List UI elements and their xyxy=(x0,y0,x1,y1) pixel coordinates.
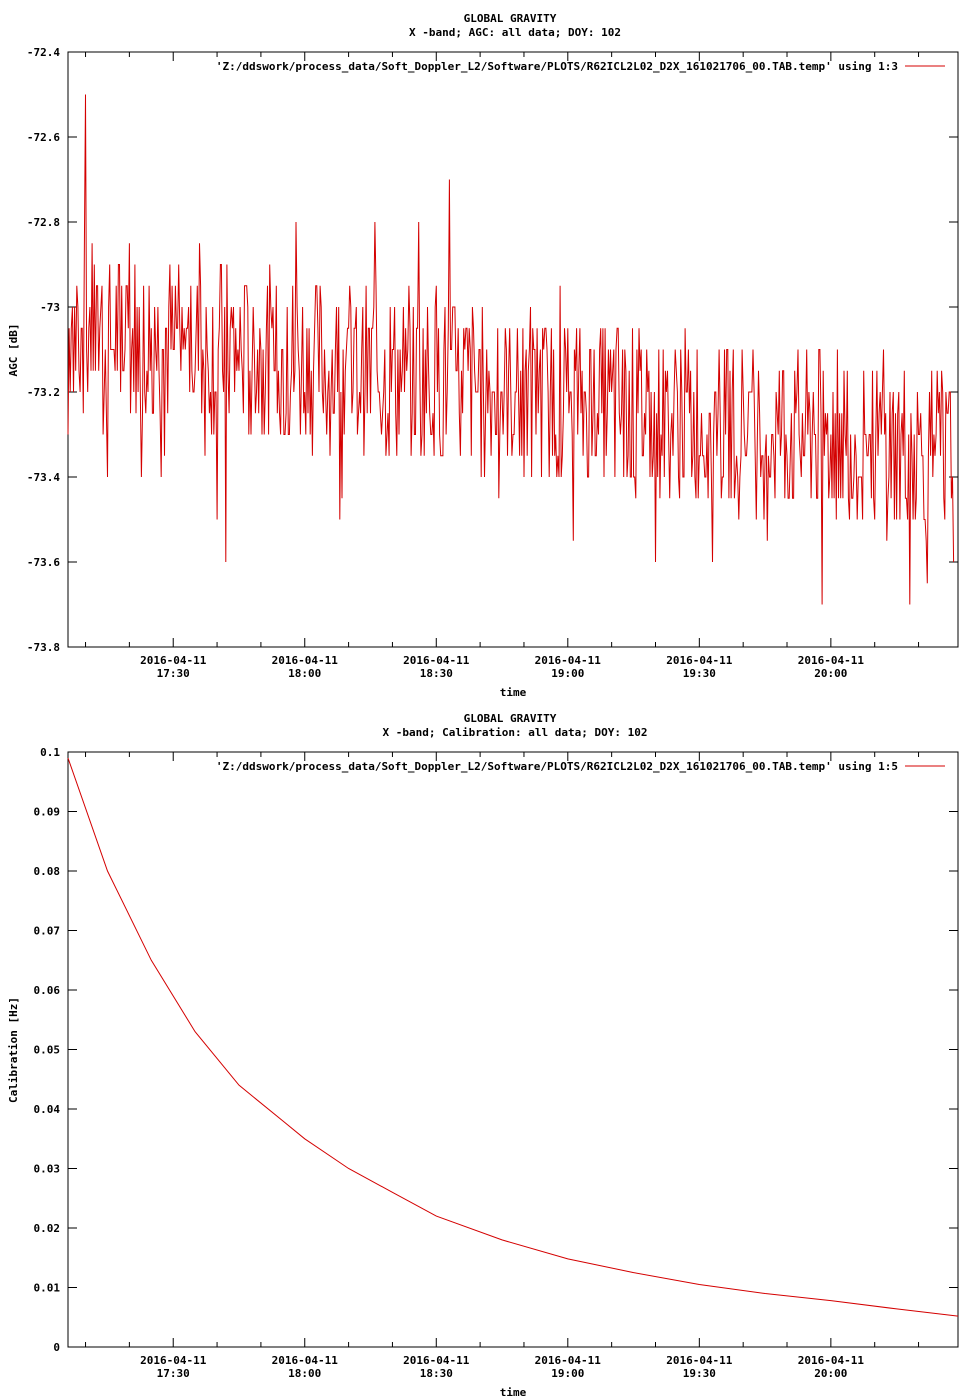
chart-title: GLOBAL GRAVITY xyxy=(464,12,557,25)
chart-subtitle: X -band; AGC: all data; DOY: 102 xyxy=(409,26,621,39)
y-tick-label: -73.2 xyxy=(27,386,60,399)
x-tick-date-label: 2016-04-11 xyxy=(798,1354,865,1367)
x-tick-time-label: 19:30 xyxy=(683,667,716,680)
y-axis-ticks: 0.1 0.09 0.08 0.07 0.06 0.05 0.04 0.03 0.02 0.01 0 xyxy=(34,746,958,1354)
x-tick-date-label: 2016-04-11 xyxy=(798,654,865,667)
plot-area xyxy=(67,751,959,1348)
y-axis-label: AGC [dB] xyxy=(7,324,20,377)
y-axis-label: Calibration [Hz] xyxy=(7,997,20,1103)
y-tick-label: 0.07 xyxy=(34,925,61,938)
series-line xyxy=(67,94,955,605)
y-tick-label: -73.4 xyxy=(27,471,60,484)
y-tick-label: 0.01 xyxy=(34,1282,61,1295)
x-tick-date-label: 2016-04-11 xyxy=(535,1354,602,1367)
y-tick-label: -73.8 xyxy=(27,641,60,654)
x-tick-time-label: 17:30 xyxy=(157,1367,190,1380)
x-axis-label: time xyxy=(500,686,527,699)
y-tick-label: 0.04 xyxy=(34,1103,61,1116)
x-tick-time-label: 20:00 xyxy=(814,1367,847,1380)
chart-subtitle: X -band; Calibration: all data; DOY: 102 xyxy=(383,726,648,739)
y-tick-label: -73.6 xyxy=(27,556,60,569)
agc-chart: GLOBAL GRAVITY X -band; AGC: all data; D… xyxy=(7,12,959,699)
x-tick-time-label: 20:00 xyxy=(814,667,847,680)
chart-title: GLOBAL GRAVITY xyxy=(464,712,557,725)
x-tick-time-label: 18:00 xyxy=(288,667,321,680)
x-tick-time-label: 18:30 xyxy=(420,1367,453,1380)
x-tick-date-label: 2016-04-11 xyxy=(140,1354,207,1367)
y-tick-label: -73 xyxy=(40,301,60,314)
y-tick-label: 0.08 xyxy=(34,865,61,878)
y-tick-label: -72.6 xyxy=(27,131,60,144)
x-tick-date-label: 2016-04-11 xyxy=(403,1354,470,1367)
legend-entry-label: 'Z:/ddswork/process_data/Soft_Doppler_L2… xyxy=(216,760,898,773)
x-tick-date-label: 2016-04-11 xyxy=(535,654,602,667)
x-tick-time-label: 19:00 xyxy=(551,667,584,680)
x-axis-ticks: 2016-04-1117:302016-04-1118:002016-04-11… xyxy=(85,752,920,1380)
series-line xyxy=(67,757,959,1317)
x-tick-date-label: 2016-04-11 xyxy=(403,654,470,667)
plot-area xyxy=(67,51,959,648)
y-tick-label: 0.02 xyxy=(34,1222,61,1235)
x-axis-ticks: 2016-04-1117:302016-04-1118:002016-04-11… xyxy=(85,52,920,680)
legend-entry-label: 'Z:/ddswork/process_data/Soft_Doppler_L2… xyxy=(216,60,898,73)
x-tick-time-label: 18:30 xyxy=(420,667,453,680)
y-axis-ticks: -72.4 -72.6 -72.8 -73 -73.2 -73.4 -73.6 -73.8 xyxy=(27,46,958,654)
x-tick-date-label: 2016-04-11 xyxy=(272,654,339,667)
y-tick-label: 0.03 xyxy=(34,1163,61,1176)
y-tick-label: 0.09 xyxy=(34,806,61,819)
x-tick-time-label: 19:30 xyxy=(683,1367,716,1380)
x-tick-date-label: 2016-04-11 xyxy=(666,654,733,667)
y-tick-label: -72.4 xyxy=(27,46,60,59)
y-tick-label: 0 xyxy=(53,1341,60,1354)
y-tick-label: -72.8 xyxy=(27,216,60,229)
calibration-chart: GLOBAL GRAVITY X -band; Calibration: all… xyxy=(7,712,959,1399)
x-tick-time-label: 18:00 xyxy=(288,1367,321,1380)
x-axis-label: time xyxy=(500,1386,527,1399)
y-tick-label: 0.05 xyxy=(34,1044,61,1057)
x-tick-date-label: 2016-04-11 xyxy=(140,654,207,667)
x-tick-time-label: 17:30 xyxy=(157,667,190,680)
x-tick-date-label: 2016-04-11 xyxy=(666,1354,733,1367)
x-tick-date-label: 2016-04-11 xyxy=(272,1354,339,1367)
x-tick-time-label: 19:00 xyxy=(551,1367,584,1380)
y-tick-label: 0.1 xyxy=(40,746,60,759)
y-tick-label: 0.06 xyxy=(34,984,61,997)
